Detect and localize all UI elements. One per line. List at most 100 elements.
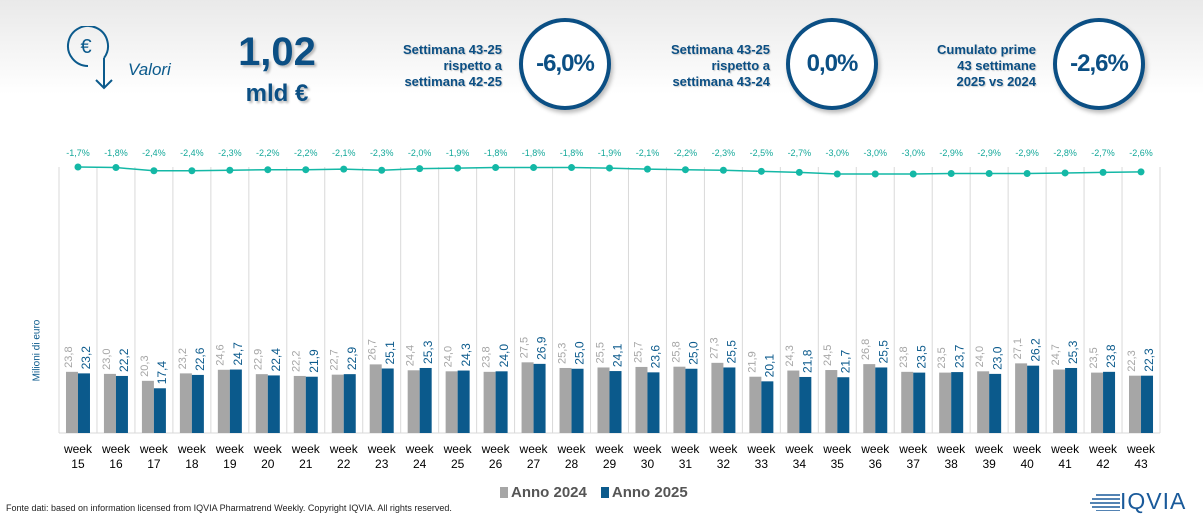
bar-data-label: 24,6	[215, 344, 227, 365]
bar-anno-2025	[875, 367, 888, 433]
bar-data-label: 21,8	[800, 349, 814, 373]
x-tick-label: 36	[869, 457, 883, 471]
line-data-label: -2,1%	[332, 148, 356, 158]
bar-anno-2024	[939, 372, 952, 433]
bar-anno-2024	[331, 374, 344, 433]
bar-data-label: 23,8	[481, 346, 493, 367]
line-data-label: -1,8%	[560, 148, 584, 158]
bar-data-label: 22,3	[1142, 348, 1156, 372]
x-tick-label: week	[291, 442, 321, 456]
section-label: Valori	[128, 60, 171, 79]
source-note: Fonte dati: based on information license…	[6, 503, 452, 513]
x-tick-label: 17	[147, 457, 161, 471]
bar-anno-2024	[977, 371, 990, 433]
bar-data-label: 24,4	[405, 345, 417, 366]
x-tick-label: week	[632, 442, 662, 456]
x-tick-label: week	[898, 442, 928, 456]
line-data-label: -2,7%	[788, 148, 812, 158]
bar-anno-2024	[711, 362, 724, 433]
line-data-label: -3,0%	[826, 148, 850, 158]
bar-anno-2024	[787, 370, 800, 433]
x-tick-label: 22	[337, 457, 351, 471]
bar-data-label: 23,2	[79, 346, 93, 370]
line-point	[340, 165, 348, 173]
bar-data-label: 24,0	[974, 346, 986, 367]
bar-data-label: 22,6	[193, 347, 207, 371]
kpi-label-line: Settimana 43-25	[403, 42, 502, 57]
bar-data-label: 23,6	[649, 345, 663, 369]
x-tick-label: week	[1088, 442, 1118, 456]
line-data-label: -1,9%	[598, 148, 622, 158]
legend: Anno 2024 Anno 2025	[500, 484, 688, 501]
bar-anno-2024	[407, 370, 420, 433]
bar-data-label: 22,9	[345, 346, 359, 370]
bar-data-label: 25,3	[421, 340, 435, 364]
bar-data-label: 17,4	[155, 361, 169, 385]
bar-anno-2025	[457, 370, 470, 433]
x-tick-label: week	[860, 442, 890, 456]
bar-anno-2024	[559, 367, 572, 433]
line-point	[568, 164, 576, 172]
line-point	[1061, 169, 1069, 177]
bar-data-label: 27,1	[1012, 338, 1024, 359]
bar-anno-2024	[825, 370, 838, 433]
bar-data-label: 20,3	[139, 355, 151, 376]
x-tick-label: week	[557, 442, 587, 456]
line-point	[454, 164, 462, 172]
line-data-label: -2,9%	[977, 148, 1001, 158]
x-tick-label: week	[594, 442, 624, 456]
bar-data-label: 27,3	[708, 337, 720, 358]
bar-anno-2025	[761, 381, 774, 433]
line-point	[606, 164, 613, 172]
x-tick-label: 15	[71, 457, 85, 471]
line-point	[1099, 168, 1107, 176]
line-point	[188, 167, 196, 175]
kpi-label-line: rispetto a	[711, 58, 770, 73]
x-tick-label: 35	[831, 457, 845, 471]
logo-lines-icon	[1090, 494, 1120, 512]
kpi-label-week-vs-prev: Settimana 43-25 rispetto a settimana 42-…	[370, 42, 502, 90]
bar-anno-2025	[913, 372, 926, 433]
bar-data-label: 24,0	[497, 344, 511, 368]
bar-anno-2025	[723, 367, 736, 433]
bar-data-label: 25,3	[556, 343, 568, 364]
bar-anno-2024	[445, 371, 458, 433]
bar-data-label: 23,0	[990, 346, 1004, 370]
bar-anno-2025	[609, 371, 622, 433]
bar-data-label: 21,9	[746, 351, 758, 372]
x-tick-label: 24	[413, 457, 427, 471]
line-data-label: -2,2%	[674, 148, 698, 158]
bar-anno-2025	[115, 375, 128, 433]
line-point	[112, 164, 120, 172]
bar-anno-2025	[799, 376, 812, 433]
line-point	[985, 169, 993, 177]
bar-data-label: 25,5	[876, 340, 890, 364]
kpi-label-line: rispetto a	[443, 58, 502, 73]
line-data-label: -2,6%	[1129, 148, 1153, 158]
x-tick-label: 33	[755, 457, 769, 471]
bar-anno-2024	[863, 364, 876, 433]
legend-swatch-2024	[500, 487, 508, 498]
legend-label: Anno 2024	[511, 484, 587, 501]
x-tick-label: week	[1126, 442, 1156, 456]
x-tick-label: week	[1012, 442, 1042, 456]
bar-data-label: 25,0	[687, 341, 701, 365]
x-tick-label: 18	[185, 457, 199, 471]
bar-anno-2024	[749, 376, 762, 433]
x-tick-label: 32	[717, 457, 731, 471]
kpi-value-week-vs-last-year: 0,0%	[786, 18, 878, 110]
x-tick-label: week	[936, 442, 966, 456]
bar-anno-2025	[1103, 371, 1116, 433]
bar-data-label: 20,1	[763, 354, 777, 378]
line-point	[719, 166, 727, 174]
bar-anno-2025	[647, 372, 660, 433]
x-tick-label: week	[63, 442, 93, 456]
line-point	[947, 169, 955, 177]
kpi-label-line: Settimana 43-25	[671, 42, 770, 57]
legend-item-2025: Anno 2025	[600, 484, 688, 501]
bar-anno-2024	[1091, 372, 1104, 433]
x-tick-label: week	[253, 442, 283, 456]
x-tick-label: 41	[1058, 457, 1072, 471]
bar-data-label: 22,9	[253, 349, 265, 370]
svg-text:€: €	[80, 36, 91, 58]
